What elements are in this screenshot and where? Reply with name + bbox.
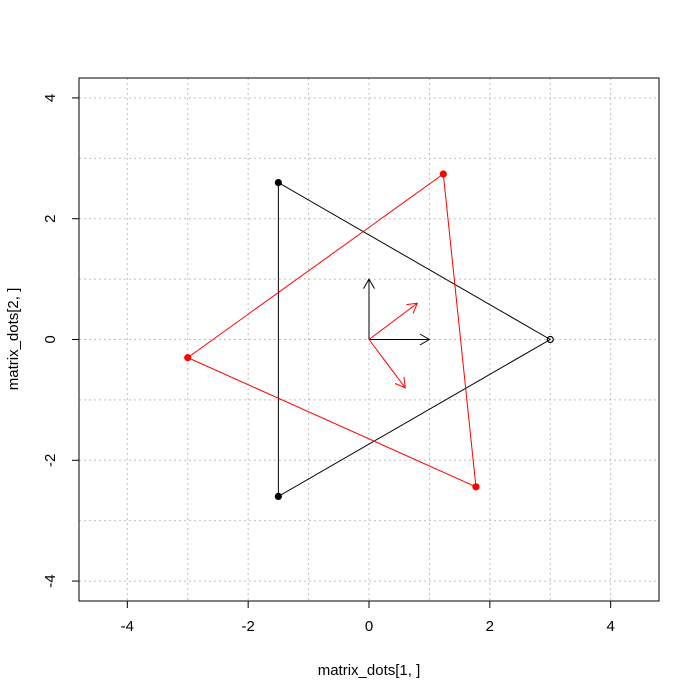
y-tick-label: 2 xyxy=(42,215,59,223)
y-tick-label: 4 xyxy=(42,94,59,102)
series-2-point xyxy=(439,170,447,178)
arrow-head xyxy=(394,376,406,389)
y-axis-label: matrix_dots[2, ] xyxy=(5,288,22,391)
series-1-point xyxy=(274,179,282,187)
x-tick-label: 2 xyxy=(486,618,494,635)
y-tick-label: 0 xyxy=(42,335,59,343)
series-layer xyxy=(186,173,552,498)
series-1-line xyxy=(277,181,552,498)
arrow-head xyxy=(363,278,375,289)
arrows-layer xyxy=(363,278,431,389)
arrow-head xyxy=(419,333,431,346)
x-tick-label: 4 xyxy=(606,618,614,635)
x-tick-label: 0 xyxy=(365,618,373,635)
y-axis: -4 -2 0 2 4 xyxy=(42,94,79,588)
series-1-point xyxy=(274,492,282,500)
y-tick-label: -2 xyxy=(42,454,59,467)
arrow-shaft xyxy=(368,302,418,340)
series-2-line xyxy=(186,173,477,488)
markers-layer xyxy=(184,170,554,500)
x-tick-label: -2 xyxy=(241,618,254,635)
series-1-point xyxy=(546,335,554,344)
arrow-head xyxy=(406,302,419,314)
series-2-point xyxy=(184,354,192,362)
y-tick-label: -4 xyxy=(42,574,59,587)
x-axis-label: matrix_dots[1, ] xyxy=(318,662,421,679)
x-tick-label: -4 xyxy=(121,618,134,635)
arrow-shaft xyxy=(368,339,406,389)
x-axis: -4 -2 0 2 4 xyxy=(121,601,615,635)
series-2-point xyxy=(472,483,480,491)
